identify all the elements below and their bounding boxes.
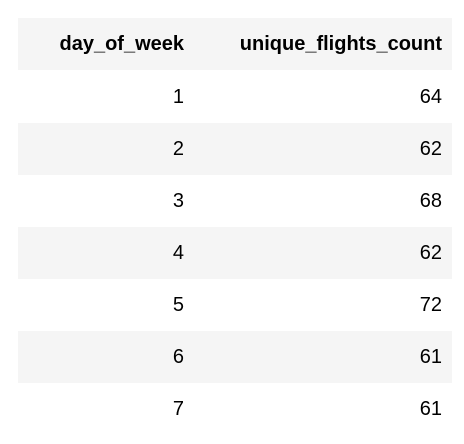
- cell-day-of-week: 2: [172, 137, 184, 160]
- cell-day-of-week: 7: [172, 397, 184, 420]
- cell-day-of-week: 5: [172, 293, 184, 316]
- cell-unique-flights-count: 61: [419, 345, 442, 368]
- table-row: 6 61: [18, 331, 452, 383]
- table-row: 1 64: [18, 70, 452, 123]
- table-header: day_of_week unique_flights_count: [18, 18, 452, 71]
- cell-unique-flights-count: 62: [419, 241, 442, 264]
- cell-unique-flights-count: 61: [419, 397, 442, 420]
- dataframe-table: day_of_week unique_flights_count 1 64 2 …: [18, 18, 452, 435]
- cell-day-of-week: 1: [172, 85, 184, 108]
- cell-day-of-week: 6: [172, 345, 184, 368]
- column-header-unique-flights-count: unique_flights_count: [194, 18, 452, 71]
- cell-day-of-week: 4: [172, 241, 184, 264]
- cell-unique-flights-count: 72: [419, 293, 442, 316]
- header-row: day_of_week unique_flights_count: [18, 18, 452, 71]
- table-row: 3 68: [18, 175, 452, 227]
- table-body: 1 64 2 62 3 68 4 62 5 72 6 61 7 61: [18, 70, 452, 435]
- table-row: 7 61: [18, 383, 452, 435]
- table-row: 2 62: [18, 123, 452, 175]
- table-row: 4 62: [18, 227, 452, 279]
- table-row: 5 72: [18, 279, 452, 331]
- cell-unique-flights-count: 68: [419, 189, 442, 212]
- cell-day-of-week: 3: [172, 189, 184, 212]
- column-header-day-of-week: day_of_week: [18, 18, 194, 71]
- cell-unique-flights-count: 62: [419, 137, 442, 160]
- cell-unique-flights-count: 64: [419, 85, 442, 108]
